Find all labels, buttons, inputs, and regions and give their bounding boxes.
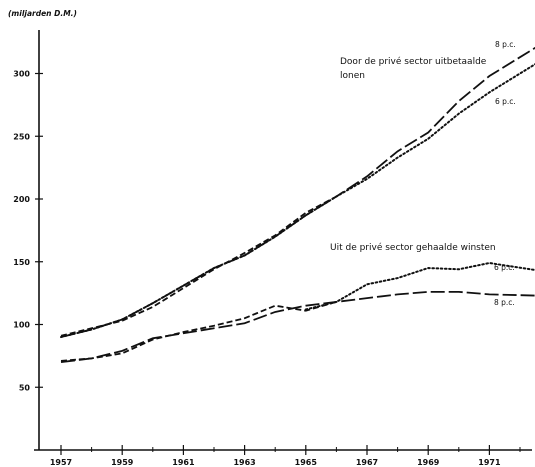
wages-title-line1: Door de privé sector uitbetaalde bbox=[340, 56, 487, 67]
series-group bbox=[60, 46, 535, 364]
x-tick-label: 1961 bbox=[172, 458, 195, 467]
x-tick-label: 1963 bbox=[233, 458, 255, 467]
y-tick-label: 200 bbox=[13, 195, 30, 204]
profits-6pc-line bbox=[304, 261, 535, 311]
x-tick-label: 1965 bbox=[295, 458, 318, 467]
x-tick-label: 1957 bbox=[50, 458, 72, 467]
axes bbox=[34, 30, 532, 451]
profits-8pc-label: 8 p.c. bbox=[494, 298, 515, 307]
x-tick-label: 1959 bbox=[111, 458, 134, 467]
profits-6pc-label: 6 p.c. bbox=[494, 263, 515, 272]
y-tick-label: 300 bbox=[13, 70, 30, 79]
annotations: Door de privé sector uitbetaalde lonen 8… bbox=[330, 40, 516, 307]
wages-8pc-label: 8 p.c. bbox=[495, 40, 516, 49]
x-tick-label: 1971 bbox=[478, 458, 501, 467]
y-tick-label: 150 bbox=[13, 258, 30, 267]
profits-title: Uit de privé sector gehaalde winsten bbox=[330, 242, 496, 253]
wages-observed-line bbox=[60, 195, 337, 337]
wages-8pc-line bbox=[60, 46, 535, 338]
x-tick-label: 1969 bbox=[417, 458, 440, 467]
profits-observed-line bbox=[60, 301, 337, 362]
y-tick-label: 50 bbox=[19, 383, 31, 392]
ticks: 1957 1959 1961 1963 1965 1967 1969 1971 50 100 150… bbox=[13, 70, 521, 467]
x-tick-label: 1967 bbox=[356, 458, 378, 467]
profits-8pc-line bbox=[60, 290, 535, 364]
wages-title-line2: lonen bbox=[340, 71, 365, 81]
wages-6pc-label: 6 p.c. bbox=[495, 97, 516, 106]
y-axis-unit-label: (miljarden D.M.) bbox=[8, 9, 77, 18]
y-tick-label: 100 bbox=[13, 321, 30, 330]
wages-6pc-line bbox=[60, 63, 535, 339]
y-tick-label: 250 bbox=[13, 132, 30, 141]
